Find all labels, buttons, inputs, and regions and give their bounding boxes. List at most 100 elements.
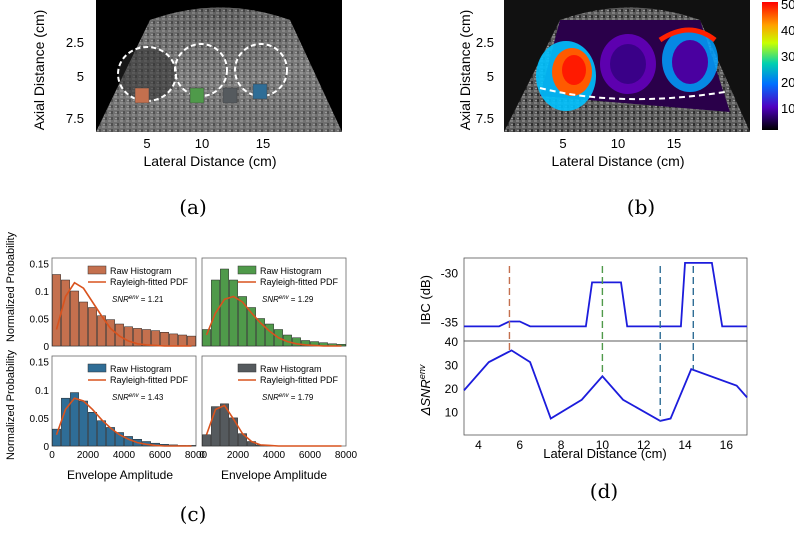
histogram-bar <box>79 301 88 347</box>
roi-ellipse-1 <box>118 47 176 101</box>
histogram-bar <box>79 400 88 447</box>
y-tick-label: 0 <box>43 442 49 453</box>
histogram-bar <box>229 279 238 347</box>
b-ytick-2: 7.5 <box>476 111 494 126</box>
x-tick-label: 8000 <box>185 450 208 461</box>
panel-a: 2.5 5 7.5 5 10 15 Lateral Distance (cm) … <box>31 0 342 219</box>
x-tick-label: 2000 <box>77 450 100 461</box>
snr-annotation: SNRenv = 1.29 <box>262 295 314 304</box>
histogram-bar <box>178 334 187 347</box>
legend-swatch-histogram <box>237 265 257 275</box>
legend-swatch-histogram <box>87 265 107 275</box>
legend-label-fit: Rayleigh-fitted PDF <box>110 277 189 287</box>
histogram-bar <box>151 330 160 347</box>
c-panel-label: (c) <box>180 502 207 526</box>
histogram-bar <box>52 274 61 347</box>
d-bottom-axes <box>463 340 748 436</box>
legend-label-histogram: Raw Histogram <box>110 364 172 374</box>
rayleigh-fit-line <box>55 281 192 347</box>
histogram-bar <box>220 268 229 347</box>
histogram-bar <box>202 329 211 347</box>
histogram-bar <box>211 406 220 447</box>
y-tick-label: 0.05 <box>30 315 50 326</box>
y-tick-label: 0.05 <box>30 414 50 425</box>
histogram-bar <box>115 323 124 347</box>
b-ytick-1: 5 <box>487 69 494 84</box>
histogram-bar <box>202 434 211 447</box>
x-tick-label: 0 <box>49 450 55 461</box>
histogram-bar <box>169 333 178 347</box>
panel-c: Normalized Probability Normalized Probab… <box>5 231 358 526</box>
snr-annotation: SNRenv = 1.43 <box>112 393 164 402</box>
legend-label-fit: Rayleigh-fitted PDF <box>260 375 339 385</box>
d-xlabel: Lateral Distance (cm) <box>543 446 667 461</box>
d-top-ytick: -30 <box>441 267 459 281</box>
d-panel-label: (d) <box>590 479 618 503</box>
y-tick-label: 0.15 <box>30 260 50 271</box>
d-xtick: 8 <box>558 438 565 452</box>
y-tick-label: 0.1 <box>35 287 49 298</box>
x-tick-label: 8000 <box>335 450 358 461</box>
d-bottom-ytick: 40 <box>445 335 459 349</box>
d-top-axes <box>463 257 748 342</box>
snr-line <box>463 349 748 422</box>
histogram-bar <box>256 318 265 347</box>
histogram-bar <box>265 323 274 347</box>
legend-swatch-histogram <box>237 363 257 373</box>
y-tick-label: 0.1 <box>35 386 49 397</box>
c-xlabel-left: Envelope Amplitude <box>67 468 173 482</box>
d-xtick: 6 <box>516 438 523 452</box>
d-bottom-ylabel-prefix: ΔSNR <box>418 379 433 416</box>
d-top-ytick: -35 <box>441 315 459 329</box>
d-bottom-ylabel: ΔSNRenv <box>417 364 433 416</box>
histogram-bar <box>124 326 133 347</box>
histogram-bar <box>160 332 169 347</box>
roi-square-3 <box>222 87 238 104</box>
histogram-bar <box>229 417 238 447</box>
b-xtick-0: 5 <box>559 136 566 151</box>
c-ylabel-top: Normalized Probability <box>5 231 17 342</box>
x-tick-label: 0 <box>199 450 205 461</box>
histogram-bar <box>88 307 97 347</box>
snr-line-plot: 40 30 20 10 4 6 8 10 12 14 16 <box>445 266 748 452</box>
b-cbar-tick-0: 50 <box>781 0 794 12</box>
d-xtick: 4 <box>475 438 482 452</box>
a-panel-label: (a) <box>179 195 207 219</box>
b-cbar-tick-2: 30 <box>781 49 794 64</box>
b-xtick-1: 10 <box>611 136 625 151</box>
rayleigh-fit-line <box>205 404 342 447</box>
x-tick-label: 6000 <box>149 450 172 461</box>
a-ytick-2: 7.5 <box>66 111 84 126</box>
d-bottom-ytick: 30 <box>445 359 459 373</box>
rayleigh-fit-line <box>205 295 342 347</box>
x-tick-label: 4000 <box>113 450 136 461</box>
histogram-bar <box>238 296 247 347</box>
c-xlabel-right: Envelope Amplitude <box>221 468 327 482</box>
b-xlabel: Lateral Distance (cm) <box>551 153 684 169</box>
b-ylabel: Axial Distance (cm) <box>457 10 473 131</box>
d-bottom-ytick: 10 <box>445 406 459 420</box>
x-tick-label: 2000 <box>227 450 250 461</box>
roi-square-1 <box>134 87 150 104</box>
snr-annotation: SNRenv = 1.21 <box>112 295 164 304</box>
snr-annotation: SNRenv = 1.79 <box>262 393 314 402</box>
boundary-line <box>539 87 726 101</box>
y-tick-label: 0 <box>43 342 49 353</box>
d-bottom-ytick: 20 <box>445 382 459 396</box>
c-ylabel-bottom: Normalized Probability <box>5 349 17 460</box>
y-tick-label: 0.15 <box>30 358 50 369</box>
histogram-bar <box>97 420 106 447</box>
d-xtick: 12 <box>637 438 651 452</box>
roi-square-4 <box>252 83 268 100</box>
histogram-bar <box>70 290 79 347</box>
a-xtick-2: 15 <box>256 136 270 151</box>
b-cbar-tick-3: 20 <box>781 75 794 90</box>
a-ylabel: Axial Distance (cm) <box>31 10 47 131</box>
histogram-bar <box>292 337 301 347</box>
b-panel-label: (b) <box>627 195 655 219</box>
